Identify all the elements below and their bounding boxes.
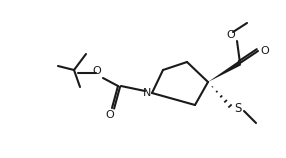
Text: O: O <box>261 46 269 56</box>
Text: O: O <box>93 66 101 76</box>
Text: O: O <box>106 110 114 120</box>
Text: O: O <box>227 30 235 40</box>
Text: S: S <box>234 101 242 115</box>
Text: N: N <box>143 88 151 98</box>
Polygon shape <box>208 61 241 82</box>
